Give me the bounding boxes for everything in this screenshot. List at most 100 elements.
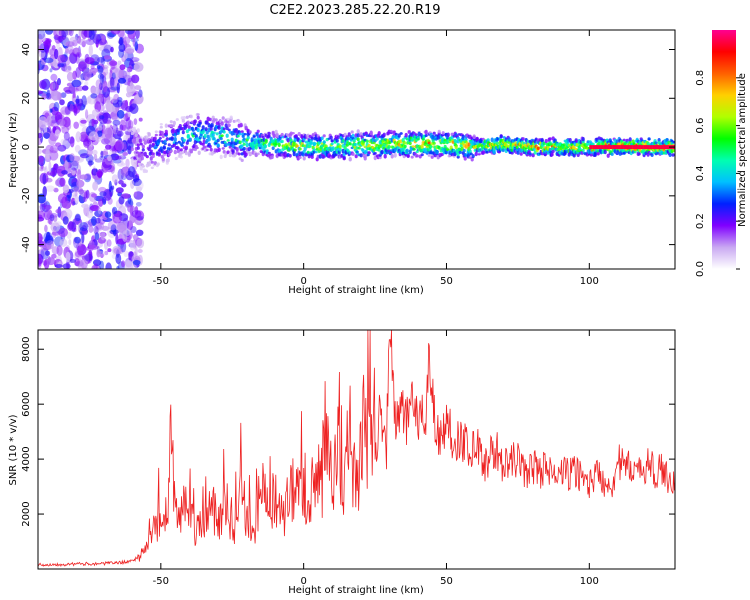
- spectral-cell: [196, 113, 200, 116]
- spectral-cell: [203, 133, 207, 139]
- spectral-cell: [130, 131, 134, 136]
- spectral-cell: [309, 141, 313, 146]
- spectral-cell: [143, 140, 147, 145]
- noise-blob: [54, 264, 63, 268]
- spectral-cell: [432, 131, 436, 135]
- noise-blob: [108, 180, 112, 192]
- spectral-cell: [184, 151, 188, 156]
- spectral-cell: [252, 135, 256, 138]
- noise-blob: [65, 30, 73, 36]
- noise-blob: [74, 236, 81, 244]
- noise-blob: [53, 187, 59, 193]
- spectral-cell: [151, 152, 155, 156]
- spectral-cell: [219, 136, 223, 141]
- noise-blob: [121, 124, 127, 132]
- ridge-peak-cell: [643, 145, 647, 150]
- spectral-cell: [294, 135, 298, 139]
- ridge-peak-cell: [637, 145, 641, 150]
- spectral-cell: [153, 136, 157, 142]
- spectral-cell: [329, 135, 333, 140]
- ridge-peak-cell: [592, 145, 596, 150]
- noise-blob: [112, 124, 117, 135]
- spectral-cell: [139, 166, 143, 171]
- spectral-cell: [312, 148, 316, 152]
- noise-blob: [83, 138, 92, 147]
- noise-blob: [65, 41, 75, 47]
- spectral-cell: [141, 144, 145, 149]
- noise-blob: [135, 229, 144, 236]
- noise-blob: [132, 234, 139, 241]
- spectral-cell: [191, 129, 195, 132]
- noise-blob: [88, 44, 94, 57]
- noise-blob: [89, 205, 100, 212]
- spectral-cell: [210, 122, 214, 128]
- noise-blob: [104, 250, 109, 256]
- noise-blob: [115, 253, 122, 265]
- noise-blob: [104, 127, 113, 140]
- spectral-cell: [326, 150, 330, 154]
- noise-blob: [100, 150, 104, 158]
- spectral-cell: [654, 141, 658, 145]
- spectral-cell: [139, 142, 143, 146]
- spectral-cell: [596, 152, 600, 156]
- noise-blob: [49, 119, 60, 128]
- spectral-cell: [665, 138, 669, 142]
- spectral-cell: [672, 140, 675, 144]
- spectral-cell: [653, 139, 657, 143]
- noise-blob: [38, 33, 43, 45]
- noise-blob: [77, 245, 83, 256]
- spectral-cell: [157, 138, 161, 143]
- noise-blob: [69, 153, 75, 162]
- noise-blob: [105, 99, 112, 111]
- noise-blob: [131, 210, 142, 218]
- noise-blob: [125, 117, 132, 130]
- spectral-cell: [181, 130, 185, 135]
- noise-blob: [67, 65, 72, 71]
- ridge-peak-cell: [606, 145, 610, 150]
- noise-blob: [66, 71, 74, 82]
- spectral-cell: [477, 153, 481, 156]
- spectral-cell: [280, 132, 284, 137]
- spectral-cell: [336, 135, 340, 139]
- noise-blob: [116, 265, 120, 269]
- spectral-cell: [342, 155, 346, 160]
- noise-blob: [115, 155, 122, 160]
- noise-blob: [114, 139, 125, 151]
- noise-blob: [90, 86, 100, 96]
- x-tick-label: -50: [153, 576, 169, 587]
- spectral-cell: [195, 146, 199, 150]
- noise-blob: [97, 236, 106, 244]
- spectral-cell: [161, 157, 165, 162]
- noise-blob: [55, 209, 62, 214]
- spectral-cell: [203, 145, 207, 149]
- spectral-cell: [568, 138, 572, 143]
- noise-blob: [43, 132, 50, 139]
- ridge-peak-cell: [597, 145, 601, 150]
- spectral-cell: [243, 133, 247, 136]
- spectral-cell: [175, 118, 179, 121]
- noise-blob: [120, 168, 129, 177]
- spectral-cell: [242, 137, 246, 141]
- spectral-cell: [411, 145, 415, 149]
- spectral-cell: [335, 138, 339, 143]
- noise-blob: [38, 216, 45, 222]
- noise-blob: [71, 79, 82, 88]
- x-tick-label: 0: [300, 576, 306, 587]
- spectral-cell: [427, 141, 431, 145]
- noise-blob: [45, 231, 51, 243]
- spectral-cell: [427, 154, 431, 157]
- ridge-peak-cell: [640, 145, 644, 150]
- spectral-cell: [236, 134, 240, 138]
- noise-blob: [50, 73, 58, 81]
- noise-blob: [57, 78, 61, 86]
- spectral-cell: [408, 141, 412, 146]
- noise-blob: [77, 222, 83, 233]
- noise-blob: [44, 30, 54, 35]
- noise-blob: [98, 39, 108, 47]
- x-tick-label: 100: [580, 276, 599, 287]
- noise-blob: [42, 186, 47, 198]
- spectral-cell: [581, 148, 585, 152]
- ridge-peak-cell: [609, 145, 613, 150]
- noise-blob: [86, 146, 93, 157]
- noise-blob: [129, 81, 134, 90]
